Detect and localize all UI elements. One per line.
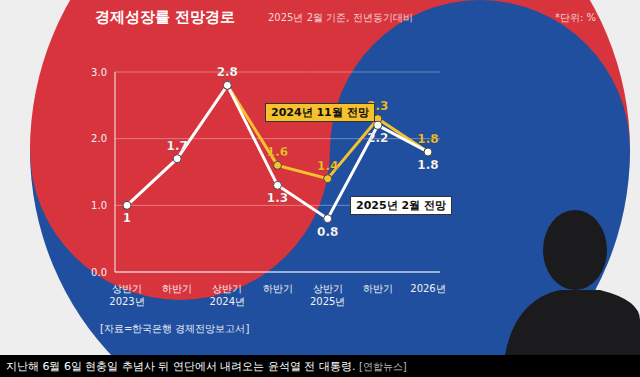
- svg-text:1.8: 1.8: [417, 158, 438, 172]
- svg-text:0.8: 0.8: [317, 225, 338, 239]
- svg-text:1.3: 1.3: [267, 191, 288, 205]
- svg-text:하반기: 하반기: [363, 283, 393, 294]
- svg-text:2.3: 2.3: [367, 98, 389, 113]
- svg-text:2.2: 2.2: [367, 131, 388, 145]
- svg-text:하반기: 하반기: [263, 283, 293, 294]
- svg-text:2025년: 2025년: [310, 296, 345, 307]
- svg-text:2024년: 2024년: [210, 296, 245, 307]
- html-text:경제성장률 전망경로: 경제성장률 전망경로: [95, 8, 236, 26]
- svg-text:2026년: 2026년: [410, 283, 445, 294]
- svg-text:하반기: 하반기: [162, 283, 192, 294]
- svg-text:2.8: 2.8: [217, 65, 238, 79]
- svg-text:1.0: 1.0: [91, 200, 107, 211]
- svg-text:1: 1: [123, 211, 131, 225]
- svg-text:0.0: 0.0: [91, 267, 107, 278]
- html-text:[자료=한국은행 경제전망보고서]: [자료=한국은행 경제전망보고서]: [100, 323, 250, 334]
- svg-text:3.0: 3.0: [91, 67, 107, 78]
- html-text:*단위: %: *단위: %: [555, 12, 597, 23]
- html-text:2025년 2월 기준, 전년동기대비: 2025년 2월 기준, 전년동기대비: [268, 12, 413, 23]
- svg-text:1.7: 1.7: [167, 139, 188, 153]
- svg-text:2.0: 2.0: [91, 133, 107, 144]
- svg-text:상반기: 상반기: [112, 283, 142, 294]
- html-text:2024년 11월 전망: 2024년 11월 전망: [271, 106, 369, 119]
- svg-text:1.8: 1.8: [417, 132, 438, 146]
- svg-text:1.4: 1.4: [317, 159, 338, 173]
- html-text:2025년 2월 전망: 2025년 2월 전망: [356, 199, 446, 212]
- svg-text:상반기: 상반기: [313, 283, 343, 294]
- svg-text:상반기: 상반기: [212, 283, 242, 294]
- svg-text:1.6: 1.6: [267, 145, 288, 159]
- html-text:지난해 6월 6일 현충일 추념사 뒤 연단에서 내려오는: 지난해 6월 6일 현충일 추념사 뒤 연단에서 내려오는 윤석열 전 대통령.…: [6, 360, 407, 373]
- svg-text:2023년: 2023년: [109, 296, 144, 307]
